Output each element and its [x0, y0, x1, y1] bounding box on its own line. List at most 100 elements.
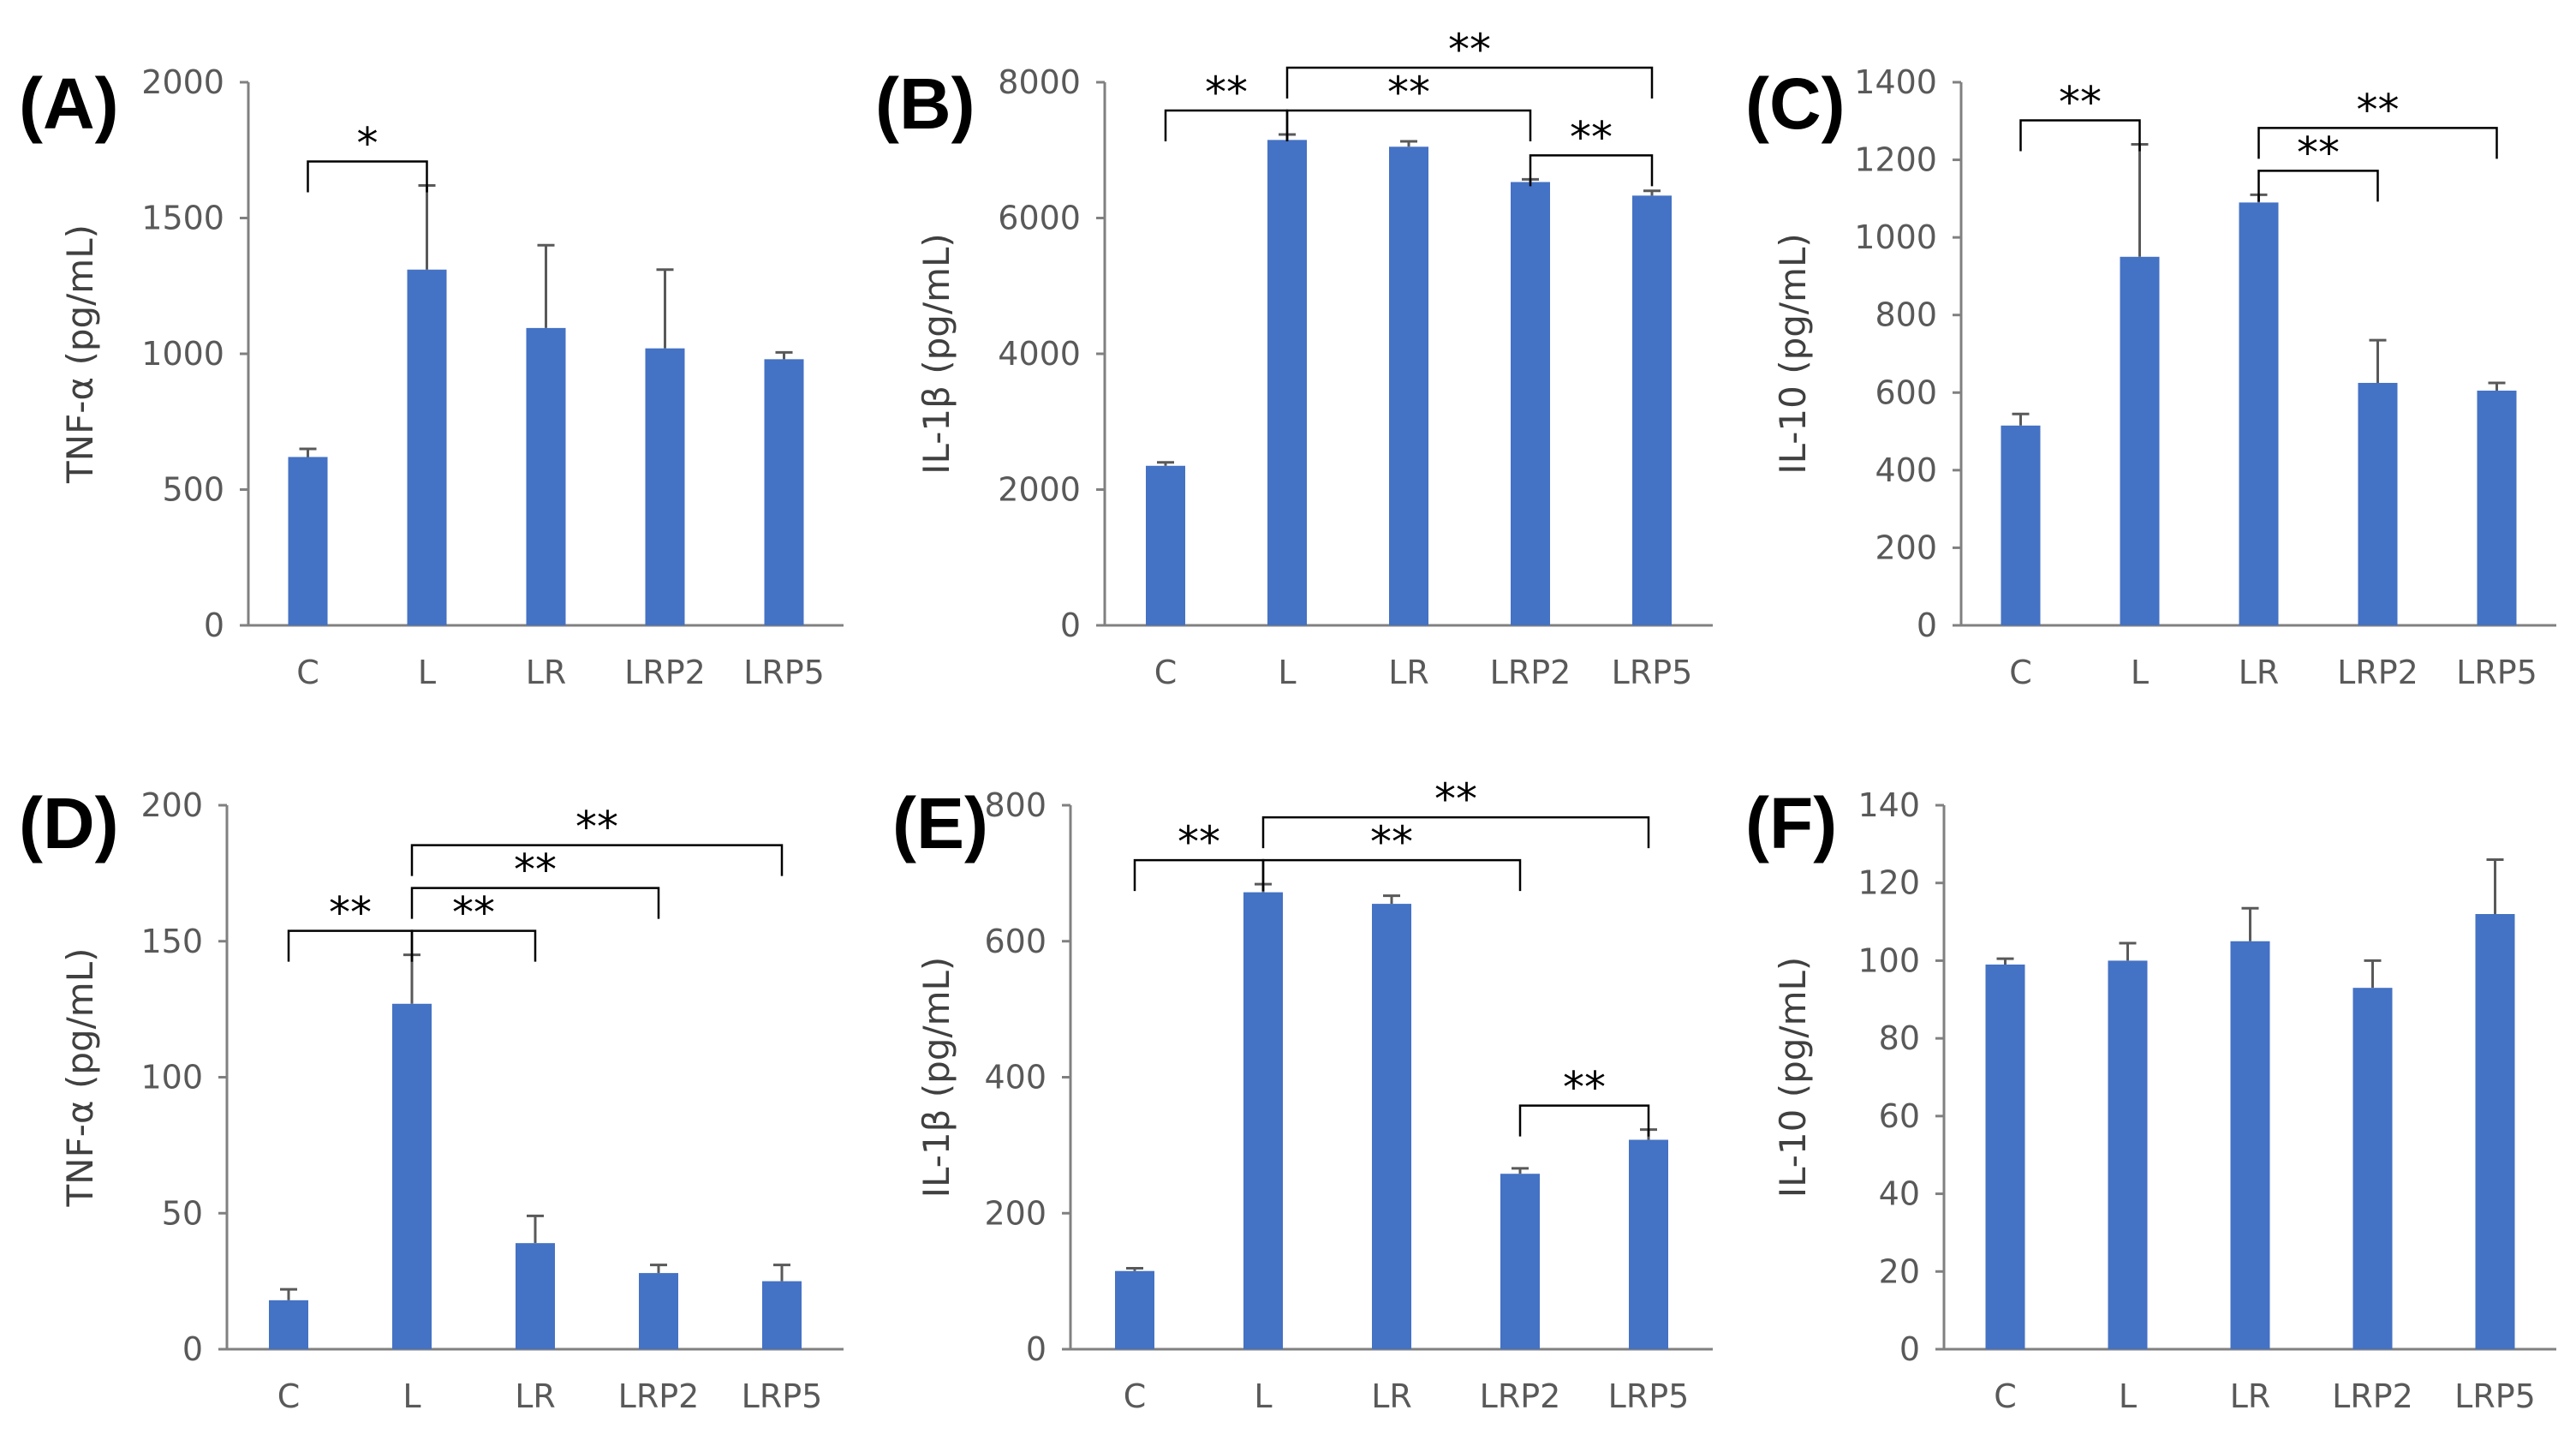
- y-tick-label: 0: [1899, 1330, 1920, 1368]
- x-tick-label: LRP5: [2454, 1377, 2536, 1415]
- bar-LRP5: [1629, 1139, 1668, 1349]
- error-bar-LRP2: [656, 268, 674, 349]
- x-tick-label: L: [402, 1377, 420, 1415]
- x-tick-label: C: [1994, 1377, 2017, 1415]
- bar-L: [2108, 960, 2148, 1349]
- chart-panel-3: 0 200 400 600 800 1000 1200 1400 IL-10 (pg/mL) (C…: [1745, 63, 2556, 691]
- y-tick-label: 20: [1879, 1252, 1920, 1290]
- chart-panel-6: 0 20 40 60 80 100 120 140 IL-10 (pg/mL) (F) C L LR LR…: [1745, 783, 2556, 1415]
- bar-LRP2: [2352, 988, 2393, 1349]
- y-tick-label: 140: [1857, 786, 1920, 824]
- x-tick-label: L: [418, 654, 436, 691]
- y-tick-label: 800: [984, 786, 1046, 824]
- bar-C: [1146, 465, 1185, 625]
- error-bar-LR: [1400, 140, 1417, 147]
- bar-L: [2120, 256, 2160, 625]
- y-tick-label: 60: [1879, 1097, 1920, 1135]
- bar-LRP2: [645, 348, 685, 625]
- x-tick-label: LRP2: [624, 654, 706, 691]
- significance-bracket: [1518, 1104, 1650, 1137]
- bar-LRP5: [764, 359, 804, 625]
- x-tick-label: LR: [2239, 654, 2280, 691]
- y-tick-label: 1000: [1854, 218, 1937, 256]
- y-tick-label: 120: [1857, 864, 1920, 902]
- x-tick-label: LRP2: [2337, 654, 2418, 691]
- error-bar-LRP5: [2488, 381, 2506, 391]
- significance-label: **: [1387, 68, 1430, 117]
- y-tick-label: 8000: [998, 63, 1081, 101]
- y-axis-title: IL-1β (pg/mL): [915, 233, 957, 475]
- significance-label: **: [2357, 85, 2400, 134]
- y-tick-label: 100: [140, 1059, 203, 1096]
- significance-bracket: [307, 160, 428, 193]
- x-tick-label: C: [1124, 1377, 1147, 1415]
- error-bar-L: [418, 183, 436, 270]
- significance-label: **: [575, 803, 618, 852]
- error-bar-LRP2: [2364, 959, 2382, 989]
- error-bar-LR: [537, 243, 555, 328]
- x-tick-label: LRP2: [1480, 1377, 1561, 1415]
- y-axis-title: TNF-α (pg/mL): [59, 948, 101, 1208]
- chart-panel-2: 0 2000 4000 6000 8000 IL-1β (pg/mL) (B) C L LR LRP…: [875, 25, 1713, 691]
- significance-bracket: [410, 887, 660, 919]
- error-bar-L: [403, 953, 420, 1004]
- y-tick-label: 600: [984, 923, 1046, 960]
- bar-LRP5: [2475, 914, 2515, 1349]
- y-tick-label: 0: [1060, 606, 1081, 644]
- error-bar-LRP2: [650, 1264, 667, 1274]
- y-axis-title: IL-10 (pg/mL): [1772, 957, 1814, 1198]
- y-tick-label: 80: [1879, 1019, 1920, 1057]
- bar-C: [2001, 425, 2041, 625]
- error-bar-C: [1157, 461, 1174, 466]
- bar-L: [392, 1003, 432, 1349]
- bar-C: [288, 457, 328, 625]
- y-tick-label: 1000: [141, 335, 224, 373]
- x-tick-label: C: [277, 1377, 301, 1415]
- y-axis-title: IL-10 (pg/mL): [1772, 233, 1814, 475]
- significance-label: **: [1563, 1063, 1606, 1113]
- y-tick-label: 200: [140, 786, 203, 824]
- significance-label: **: [1570, 112, 1613, 162]
- x-tick-label: C: [296, 654, 319, 691]
- error-bar-L: [2119, 941, 2137, 961]
- y-tick-label: 100: [1857, 941, 1920, 979]
- y-axis-title: TNF-α (pg/mL): [59, 224, 101, 484]
- panel-label: (D): [19, 783, 119, 863]
- chart-panel-5: 0 200 400 600 800 IL-1β (pg/mL) (E) C L LR LRP2 LRP…: [892, 774, 1713, 1415]
- significance-bracket: [410, 929, 537, 962]
- error-bar-C: [2012, 412, 2030, 426]
- y-tick-label: 4000: [998, 335, 1081, 373]
- x-tick-label: LR: [2230, 1377, 2271, 1415]
- significance-label: **: [1205, 68, 1248, 117]
- significance-bracket: [1529, 154, 1654, 187]
- bar-LRP2: [1500, 1174, 1540, 1349]
- error-bar-C: [280, 1288, 297, 1300]
- bar-L: [1267, 140, 1307, 626]
- y-tick-label: 500: [162, 471, 224, 509]
- x-tick-label: LR: [515, 1377, 556, 1415]
- error-bar-LRP2: [2369, 338, 2387, 383]
- x-tick-label: LRP2: [1490, 654, 1571, 691]
- bar-C: [1115, 1270, 1154, 1349]
- bar-LR: [516, 1243, 555, 1349]
- y-tick-label: 400: [1875, 451, 1937, 489]
- panel-label: (B): [875, 63, 975, 144]
- significance-label: **: [452, 888, 495, 938]
- y-axis-title: IL-1β (pg/mL): [915, 957, 957, 1198]
- y-tick-label: 0: [182, 1330, 203, 1368]
- significance-label: **: [2297, 128, 2340, 177]
- significance-label: **: [329, 888, 372, 938]
- x-tick-label: C: [1154, 654, 1178, 691]
- y-tick-label: 200: [1875, 529, 1937, 566]
- x-tick-label: LRP5: [1608, 1377, 1690, 1415]
- significance-bracket: [2257, 127, 2498, 159]
- error-bar-LR: [1383, 894, 1400, 905]
- panel-label: (A): [19, 63, 119, 144]
- y-tick-label: 0: [204, 606, 224, 644]
- x-tick-label: LR: [526, 654, 567, 691]
- error-bar-LRP5: [773, 1264, 790, 1282]
- x-tick-label: LRP5: [742, 1377, 823, 1415]
- x-tick-label: LRP5: [1612, 654, 1693, 691]
- y-tick-label: 0: [1917, 606, 1937, 644]
